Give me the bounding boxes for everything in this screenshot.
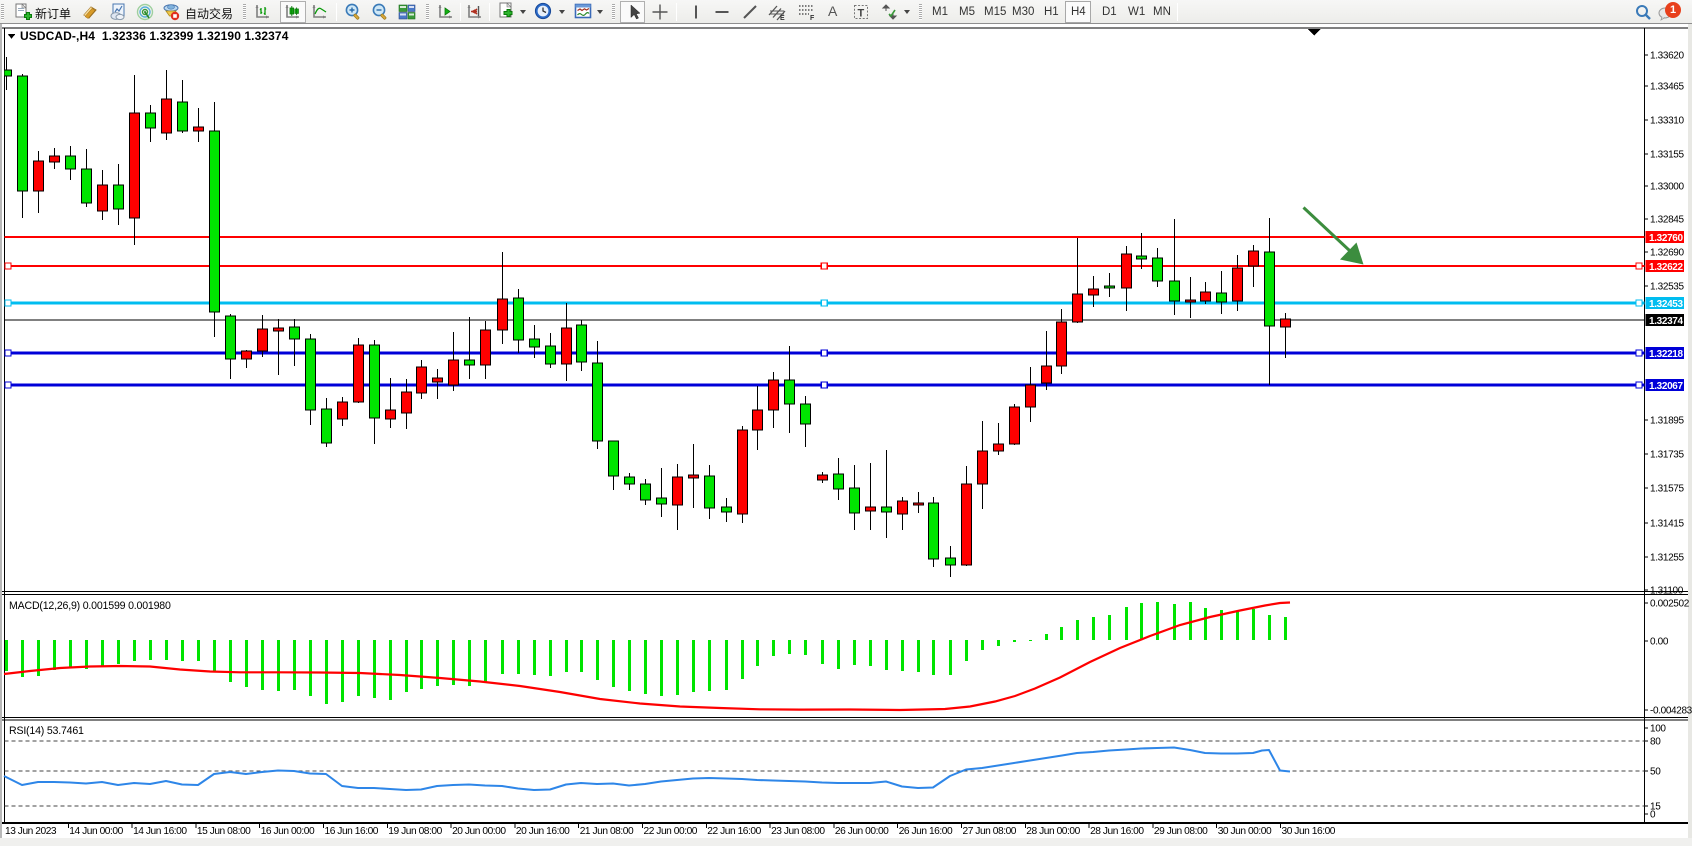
- svg-text:MACD(12,26,9) 0.001599 0.00198: MACD(12,26,9) 0.001599 0.001980: [9, 600, 171, 612]
- svg-text:1.33310: 1.33310: [1650, 116, 1684, 127]
- svg-text:26 Jun 00:00: 26 Jun 00:00: [835, 826, 889, 837]
- svg-text:13 Jun 2023: 13 Jun 2023: [5, 826, 57, 837]
- svg-text:1.33620: 1.33620: [1650, 51, 1684, 62]
- svg-text:RSI(14) 53.7461: RSI(14) 53.7461: [9, 725, 84, 737]
- svg-text:1.33155: 1.33155: [1650, 150, 1684, 161]
- svg-text:T: T: [858, 8, 865, 20]
- svg-text:1.31895: 1.31895: [1650, 416, 1684, 427]
- svg-text:15 Jun 08:00: 15 Jun 08:00: [197, 826, 251, 837]
- svg-text:23 Jun 08:00: 23 Jun 08:00: [771, 826, 825, 837]
- svg-text:26 Jun 16:00: 26 Jun 16:00: [899, 826, 953, 837]
- svg-text:80: 80: [1650, 737, 1661, 748]
- svg-text:1.31415: 1.31415: [1650, 519, 1684, 530]
- svg-text:22 Jun 00:00: 22 Jun 00:00: [644, 826, 698, 837]
- svg-text:21 Jun 08:00: 21 Jun 08:00: [580, 826, 634, 837]
- svg-text:27 Jun 08:00: 27 Jun 08:00: [963, 826, 1017, 837]
- svg-text:16 Jun 00:00: 16 Jun 00:00: [261, 826, 315, 837]
- svg-text:1.33000: 1.33000: [1650, 182, 1684, 193]
- svg-text:1.33465: 1.33465: [1650, 82, 1684, 93]
- svg-text:0: 0: [1650, 810, 1656, 821]
- svg-text:22 Jun 16:00: 22 Jun 16:00: [707, 826, 761, 837]
- svg-text:1.32535: 1.32535: [1650, 282, 1684, 293]
- svg-text:1.31735: 1.31735: [1650, 450, 1684, 461]
- svg-text:30 Jun 00:00: 30 Jun 00:00: [1218, 826, 1272, 837]
- svg-text:20 Jun 16:00: 20 Jun 16:00: [516, 826, 570, 837]
- svg-text:1.32453: 1.32453: [1649, 299, 1683, 310]
- svg-text:1.32218: 1.32218: [1649, 349, 1683, 360]
- svg-text:28 Jun 00:00: 28 Jun 00:00: [1026, 826, 1080, 837]
- svg-text:1.32622: 1.32622: [1649, 262, 1683, 273]
- svg-text:100: 100: [1650, 724, 1666, 735]
- svg-text:28 Jun 16:00: 28 Jun 16:00: [1090, 826, 1144, 837]
- svg-text:14 Jun 16:00: 14 Jun 16:00: [133, 826, 187, 837]
- svg-text:50: 50: [1650, 767, 1661, 778]
- svg-text:0.00: 0.00: [1650, 637, 1669, 648]
- svg-text:0.002502: 0.002502: [1650, 599, 1690, 610]
- svg-text:1.32760: 1.32760: [1649, 233, 1683, 244]
- svg-text:20 Jun 00:00: 20 Jun 00:00: [452, 826, 506, 837]
- svg-text:USDCAD-,H4 1.32336 1.32399 1.: USDCAD-,H4 1.32336 1.32399 1.32190 1.323…: [20, 29, 289, 43]
- svg-text:F: F: [810, 15, 815, 21]
- svg-text:1.31255: 1.31255: [1650, 553, 1684, 564]
- svg-text:15: 15: [1650, 802, 1661, 813]
- svg-text:16 Jun 16:00: 16 Jun 16:00: [325, 826, 379, 837]
- svg-text:1.32067: 1.32067: [1649, 381, 1683, 392]
- svg-text:1.32845: 1.32845: [1650, 215, 1684, 226]
- svg-text:-0.004283: -0.004283: [1650, 706, 1692, 717]
- svg-text:1.31100: 1.31100: [1650, 586, 1684, 597]
- svg-text:1.32374: 1.32374: [1649, 316, 1683, 327]
- svg-text:29 Jun 08:00: 29 Jun 08:00: [1154, 826, 1208, 837]
- svg-text:14 Jun 00:00: 14 Jun 00:00: [69, 826, 123, 837]
- svg-text:19 Jun 08:00: 19 Jun 08:00: [388, 826, 442, 837]
- svg-text:1.31575: 1.31575: [1650, 484, 1684, 495]
- svg-text:30 Jun 16:00: 30 Jun 16:00: [1282, 826, 1336, 837]
- svg-text:1.32690: 1.32690: [1650, 248, 1684, 259]
- svg-text:E: E: [780, 15, 785, 21]
